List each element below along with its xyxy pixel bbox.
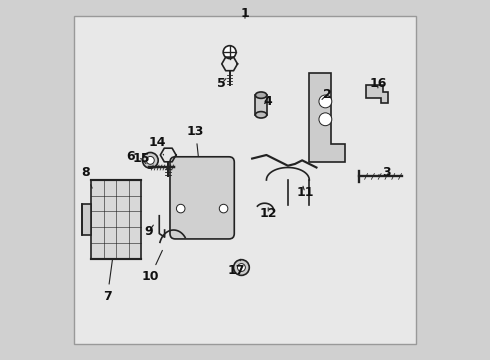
Circle shape [223,46,236,59]
Bar [92,180,142,258]
Text: 10: 10 [142,251,162,283]
Ellipse shape [255,112,267,118]
Text: 2: 2 [322,88,332,101]
FancyBboxPatch shape [170,157,234,239]
Text: 5: 5 [218,77,226,90]
Bar [255,95,267,115]
Circle shape [176,204,185,213]
Circle shape [319,113,332,126]
Bar [82,203,92,235]
Text: 12: 12 [260,207,277,220]
Text: 16: 16 [369,77,387,90]
Text: 6: 6 [126,150,143,163]
Text: 3: 3 [379,166,391,179]
Circle shape [220,204,228,213]
Text: 8: 8 [82,166,92,188]
Circle shape [234,260,249,275]
Text: 14: 14 [149,136,166,155]
Text: 13: 13 [187,125,204,156]
Circle shape [143,153,158,168]
Text: 9: 9 [144,225,153,238]
Circle shape [147,157,154,164]
Text: 11: 11 [296,186,314,199]
Text: 15: 15 [133,152,150,165]
Circle shape [238,264,245,271]
Circle shape [319,95,332,108]
Polygon shape [309,73,345,162]
Polygon shape [367,85,388,103]
Text: 17: 17 [228,259,245,276]
Text: 7: 7 [103,260,112,303]
Text: 4: 4 [264,95,272,108]
Text: 1: 1 [241,8,249,21]
Ellipse shape [255,92,267,98]
